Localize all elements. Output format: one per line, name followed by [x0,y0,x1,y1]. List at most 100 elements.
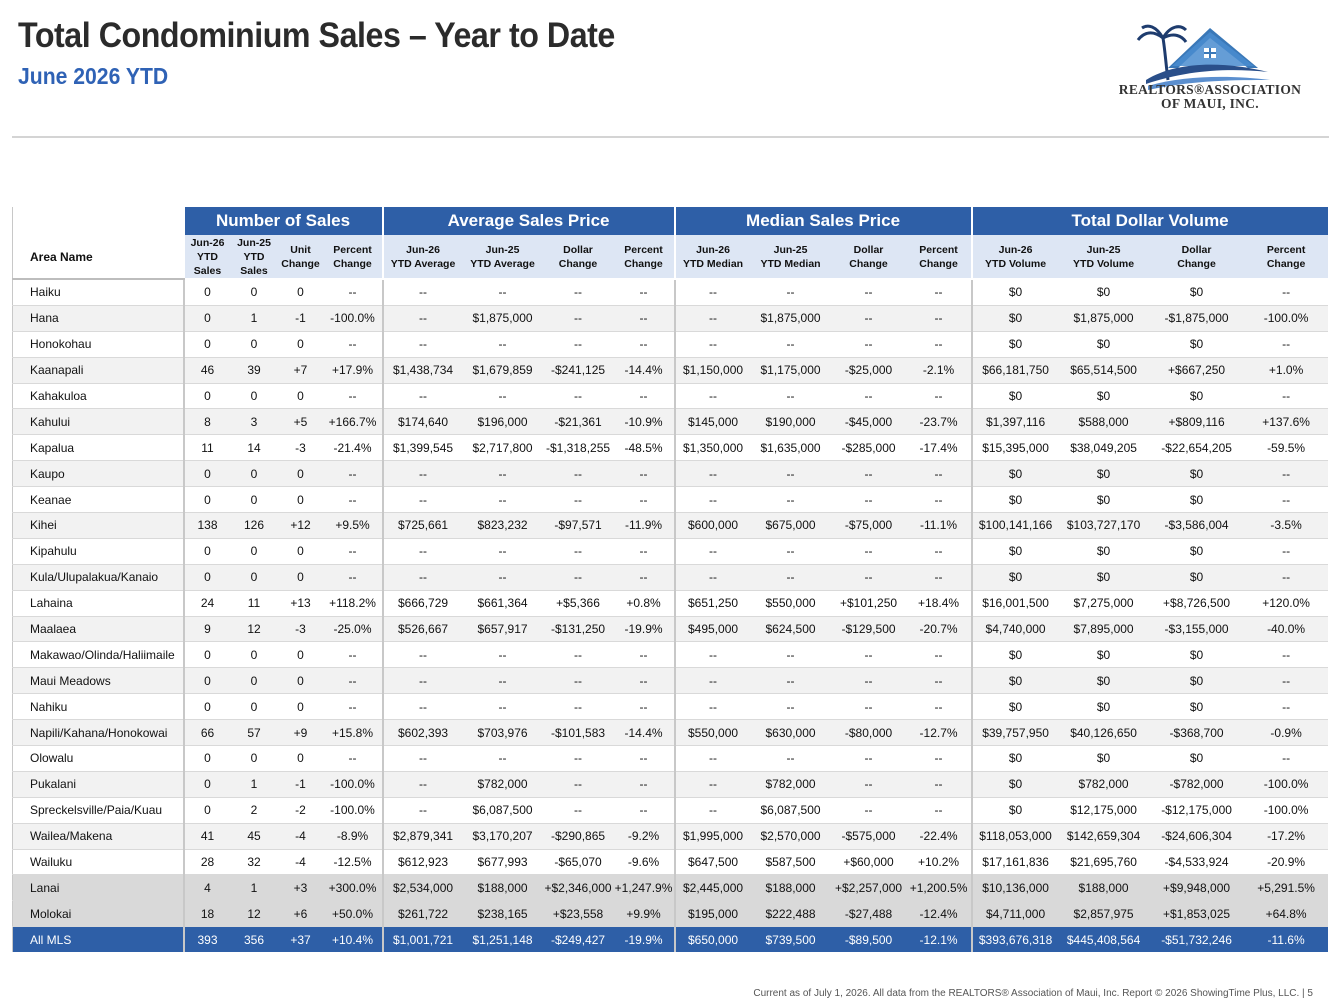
value-cell: 11 [230,590,278,617]
value-cell: 0 [182,383,231,410]
footer-note: Current as of July 1, 2026. All data fro… [753,988,1313,999]
page-subtitle: June 2026 YTD [18,63,169,89]
value-cell: -$45,000 [830,408,907,436]
value-cell: -- [673,460,751,488]
value-cell: -- [462,538,543,565]
value-cell: 2 [230,797,278,824]
logo-name-line1: REALTORS®ASSOCIATION [1118,82,1302,97]
value-cell: -- [613,797,675,824]
value-cell: -- [750,564,831,591]
value-cell: -- [830,279,907,306]
value-cell: $0 [1148,745,1245,772]
value-cell: $823,232 [462,512,543,539]
value-cell: $550,000 [750,590,831,617]
value-cell: -$21,361 [542,408,614,436]
value-cell: $188,000 [1058,874,1149,902]
value-cell: 0 [182,460,231,488]
group-total-dollar-volume: Total Dollar Volume [970,207,1328,235]
value-cell: -- [462,279,543,306]
value-cell: +5,291.5% [1244,874,1328,902]
value-cell: $495,000 [673,616,751,643]
value-cell: -- [750,667,831,695]
value-cell: -- [673,797,751,824]
value-cell: -- [323,383,383,410]
value-cell: -1 [277,771,324,798]
value-cell: $666,729 [381,590,463,617]
value-cell: 0 [230,279,278,306]
value-cell: $38,049,205 [1058,434,1149,462]
table-row: Pukalani 0 1 -1 -100.0% -- $782,000 -- -- -- $782,… [12,771,1328,798]
value-cell: 0 [182,667,231,695]
value-cell: $657,917 [462,616,543,643]
value-cell: $0 [970,667,1059,695]
value-cell: -100.0% [323,305,383,332]
value-cell: -- [750,745,831,772]
value-cell: +64.8% [1244,900,1328,928]
column-header-line: Change [1177,257,1216,270]
value-cell: $0 [1148,693,1245,721]
value-cell: $782,000 [750,771,831,798]
value-cell: +9.5% [323,512,383,539]
value-cell: $0 [970,641,1059,669]
value-cell: 0 [277,538,324,565]
header-divider [12,136,1329,138]
table-row: Hana 0 1 -1 -100.0% -- $1,875,000 -- -- -- $1,875,… [12,305,1328,332]
value-cell: $2,570,000 [750,823,831,850]
value-cell: 32 [230,849,278,876]
value-cell: $393,676,318 [970,926,1059,953]
island-row: Lanai 4 1 +3 +300.0% $2,534,000 $188,000 +$2,34… [12,874,1328,902]
value-cell: $782,000 [1058,771,1149,798]
value-cell: -25.0% [323,616,383,643]
value-cell: $142,659,304 [1058,823,1149,850]
value-cell: $1,150,000 [673,357,751,384]
value-cell: -$3,586,004 [1148,512,1245,539]
value-cell: -$97,571 [542,512,614,539]
value-cell: -9.2% [613,823,675,850]
column-header-line: YTD Volume [985,257,1047,270]
value-cell: -0.9% [1244,719,1328,747]
table-row: Kahakuloa 0 0 0 -- -- -- -- -- -- -- -- -- $0 $0 $0 -- [12,383,1328,410]
table-row: Spreckelsville/Paia/Kuau 0 2 -2 -100.0% -- $6,… [12,797,1328,824]
value-cell: $0 [970,693,1059,721]
value-cell: 0 [230,486,278,514]
table-row: Kapalua 11 14 -3 -21.4% $1,399,545 $2,717,800-… [12,434,1328,462]
value-cell: 41 [182,823,231,850]
value-cell: $66,181,750 [970,357,1059,384]
table-row: Makawao/Olinda/Haliimaile 0 0 0 -- -- -- -- -- --… [12,641,1328,669]
value-cell: -2 [277,797,324,824]
value-cell: -- [323,564,383,591]
value-cell: $647,500 [673,849,751,876]
value-cell: -- [1244,331,1328,358]
value-cell: $100,141,166 [970,512,1059,539]
value-cell: 0 [182,279,231,306]
column-header-line: Jun-25 [773,243,808,256]
value-cell: 393 [182,926,231,953]
column-header-line: Jun-25 [485,243,520,256]
value-cell: -$131,250 [542,616,614,643]
value-cell: 12 [230,616,278,643]
table-row: Honokohau 0 0 0 -- -- -- -- -- -- -- -- -- $0 $0 $0 -- [12,331,1328,358]
value-cell: +$1,853,025 [1148,900,1245,928]
value-cell: -11.1% [906,512,972,539]
value-cell: $600,000 [673,512,751,539]
value-cell: $174,640 [381,408,463,436]
table-row: Kipahulu 0 0 0 -- -- -- -- -- -- -- -- -- $0 $0 $0 -- [12,538,1328,565]
column-header-line: Change [919,257,958,270]
value-cell: -- [381,745,463,772]
value-cell: -- [381,771,463,798]
group-header-row: Number of Sales Average Sales Price Medi… [12,207,1328,235]
value-cell: -- [381,667,463,695]
value-cell: 3 [230,408,278,436]
value-cell: $103,727,170 [1058,512,1149,539]
value-cell: 356 [230,926,278,953]
value-cell: -$24,606,304 [1148,823,1245,850]
value-cell: -100.0% [323,771,383,798]
value-cell: -1 [277,305,324,332]
value-cell: -- [542,538,614,565]
value-cell: 0 [277,667,324,695]
value-cell: -- [673,305,751,332]
value-cell: $0 [970,797,1059,824]
column-header: Jun-26 YTD Sales [182,235,231,280]
value-cell: +1.0% [1244,357,1328,384]
value-cell: -- [381,693,463,721]
